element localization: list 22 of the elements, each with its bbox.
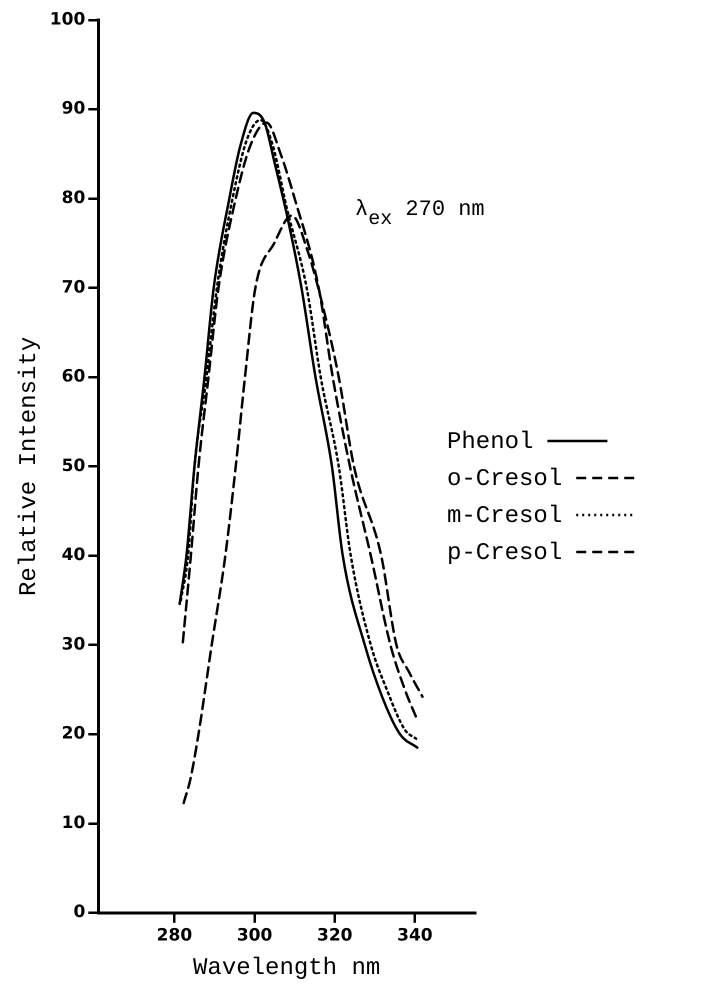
legend-label: o-Cresol xyxy=(447,466,562,493)
y-tick-label: 70 xyxy=(62,277,86,298)
x-axis-title: Wavelength nm xyxy=(193,954,380,982)
annotation: λex 270 nm xyxy=(355,197,485,231)
y-tick-label: 20 xyxy=(62,724,86,744)
y-tick-label: 80 xyxy=(62,188,86,208)
x-tick-label: 340 xyxy=(397,925,433,946)
x-tick-label: 320 xyxy=(316,925,353,946)
y-tick-label: 40 xyxy=(62,545,86,566)
y-tick-label: 50 xyxy=(62,456,86,476)
y-tick-label: 60 xyxy=(62,366,86,387)
y-tick-label: 90 xyxy=(62,98,86,119)
y-axis-title: Relative Intensity xyxy=(16,336,43,596)
legend-label: p-Cresol xyxy=(447,540,562,567)
y-tick-label: 100 xyxy=(50,9,86,30)
y-tick-label: 30 xyxy=(62,634,86,654)
legend-label: m-Cresol xyxy=(447,503,562,530)
y-tick-label: 10 xyxy=(62,812,86,833)
x-tick-label: 280 xyxy=(156,925,192,946)
legend-label: Phenol xyxy=(447,429,534,456)
x-tick-label: 300 xyxy=(236,925,272,946)
y-tick-label: 0 xyxy=(73,902,86,922)
